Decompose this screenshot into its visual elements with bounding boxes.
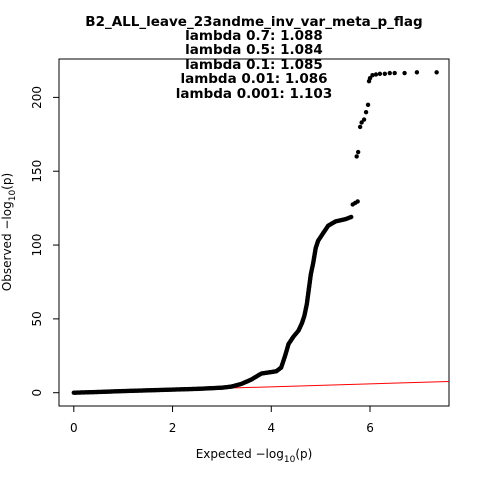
points-layer: [71, 70, 439, 395]
data-point: [387, 70, 392, 76]
data-point: [355, 199, 360, 204]
data-point: [349, 214, 354, 220]
x-axis: 0 2 4 6: [70, 406, 374, 435]
lambda-line-0: lambda 0.7: 1.088: [185, 28, 323, 44]
data-point: [402, 70, 407, 76]
x-tick-label: 4: [267, 421, 275, 435]
lambda-line-4: lambda 0.001: 1.103: [176, 86, 332, 102]
data-point: [373, 72, 379, 77]
y-tick-label: 50: [30, 311, 44, 326]
x-tick-label: 0: [70, 421, 78, 435]
data-point: [377, 71, 383, 76]
y-axis-label: Observed −log10(p): [0, 173, 18, 291]
chart-title: B2_ALL_leave_23andme_inv_var_meta_p_flag: [85, 14, 422, 30]
y-tick-label: 150: [30, 160, 44, 183]
data-point: [367, 75, 373, 81]
data-point: [414, 70, 420, 75]
y-axis: 0 50 100 150 200: [30, 86, 59, 397]
data-point: [354, 154, 359, 159]
data-point: [392, 70, 397, 76]
data-point: [370, 73, 375, 78]
data-point: [363, 109, 369, 115]
data-point: [357, 124, 363, 130]
data-point: [355, 149, 361, 155]
y-tick-label: 0: [30, 389, 44, 397]
lambda-line-1: lambda 0.5: 1.084: [185, 42, 323, 58]
data-point: [382, 71, 388, 76]
x-tick-label: 2: [169, 421, 177, 435]
data-point: [365, 102, 371, 107]
data-point: [361, 117, 367, 122]
data-point: [359, 120, 364, 125]
lambda-line-2: lambda 0.1: 1.085: [185, 57, 323, 73]
y-tick-label: 100: [30, 234, 44, 257]
x-tick-label: 6: [366, 421, 374, 435]
x-axis-label: Expected −log10(p): [196, 447, 313, 465]
plot-frame: [58, 58, 450, 407]
lambda-line-3: lambda 0.01: 1.086: [180, 71, 327, 87]
y-tick-label: 200: [30, 86, 44, 109]
data-point: [434, 70, 439, 75]
